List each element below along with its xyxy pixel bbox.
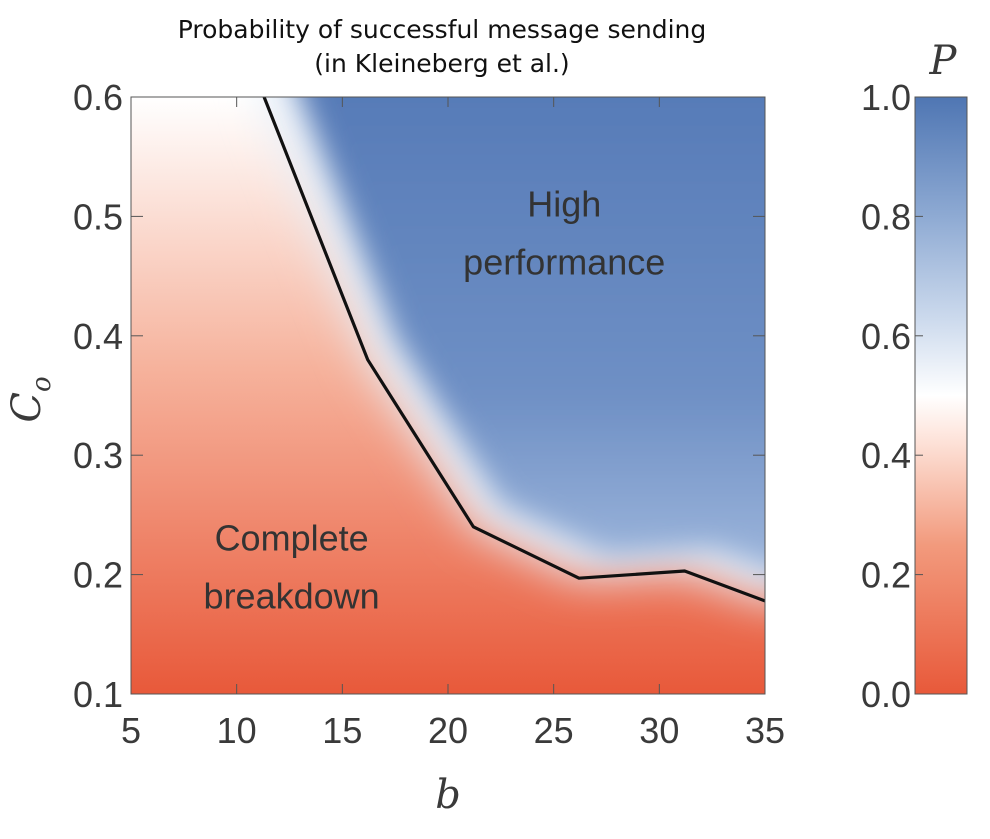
colorbar-tick-label: 0.4 [861, 435, 911, 476]
heatmap-high-region [300, 97, 765, 569]
y-tick-label: 0.1 [73, 674, 123, 715]
colorbar-tick-label: 0.2 [861, 555, 911, 596]
chart-title-line-2: (in Kleineberg et al.) [314, 49, 569, 78]
region-annotation-line: performance [463, 241, 665, 282]
colorbar-label: P [929, 38, 958, 84]
y-axis-label-main: C [4, 392, 50, 423]
y-tick-label: 0.3 [73, 435, 123, 476]
heatmap-field [131, 97, 765, 694]
colorbar [914, 96, 968, 695]
boundary-line [262, 97, 765, 603]
y-tick-label: 0.6 [73, 77, 123, 118]
chart-title-line-1: Probability of successful message sendin… [178, 15, 707, 44]
x-tick-label: 10 [217, 710, 257, 751]
region-annotation-line: High [527, 183, 601, 224]
region-annotation: High performance [463, 183, 665, 282]
y-tick-label: 0.2 [73, 555, 123, 596]
x-tick-label: 35 [745, 710, 785, 751]
colorbar-tick-label: 0.6 [861, 316, 911, 357]
x-tick-label: 15 [322, 710, 362, 751]
region-annotation-line: breakdown [204, 576, 380, 617]
x-axis: 5 10 15 20 25 30 35 [121, 97, 785, 751]
y-tick-label: 0.5 [73, 196, 123, 237]
colorbar-tick-label: 0.8 [861, 196, 911, 237]
y-axis-label-subscript: o [27, 376, 57, 392]
x-tick-label: 5 [121, 710, 141, 751]
x-tick-label: 20 [428, 710, 468, 751]
x-tick-label: 30 [639, 710, 679, 751]
y-axis-label: Co [4, 376, 57, 422]
region-annotations: High performance Complete breakdown [204, 183, 666, 616]
colorbar-axis: 0.0 0.2 0.4 0.6 0.8 1.0 [861, 77, 923, 715]
y-axis: 0.1 0.2 0.3 0.4 0.5 0.6 [73, 77, 765, 715]
x-axis-label: b [435, 772, 461, 818]
region-annotation: Complete breakdown [204, 518, 380, 617]
colorbar-tick-label: 1.0 [861, 77, 911, 118]
svg-text:Co: Co [4, 376, 57, 422]
region-annotation-line: Complete [215, 518, 369, 559]
y-tick-label: 0.4 [73, 316, 123, 357]
colorbar-tick-label: 0.0 [861, 674, 911, 715]
x-tick-label: 25 [534, 710, 574, 751]
